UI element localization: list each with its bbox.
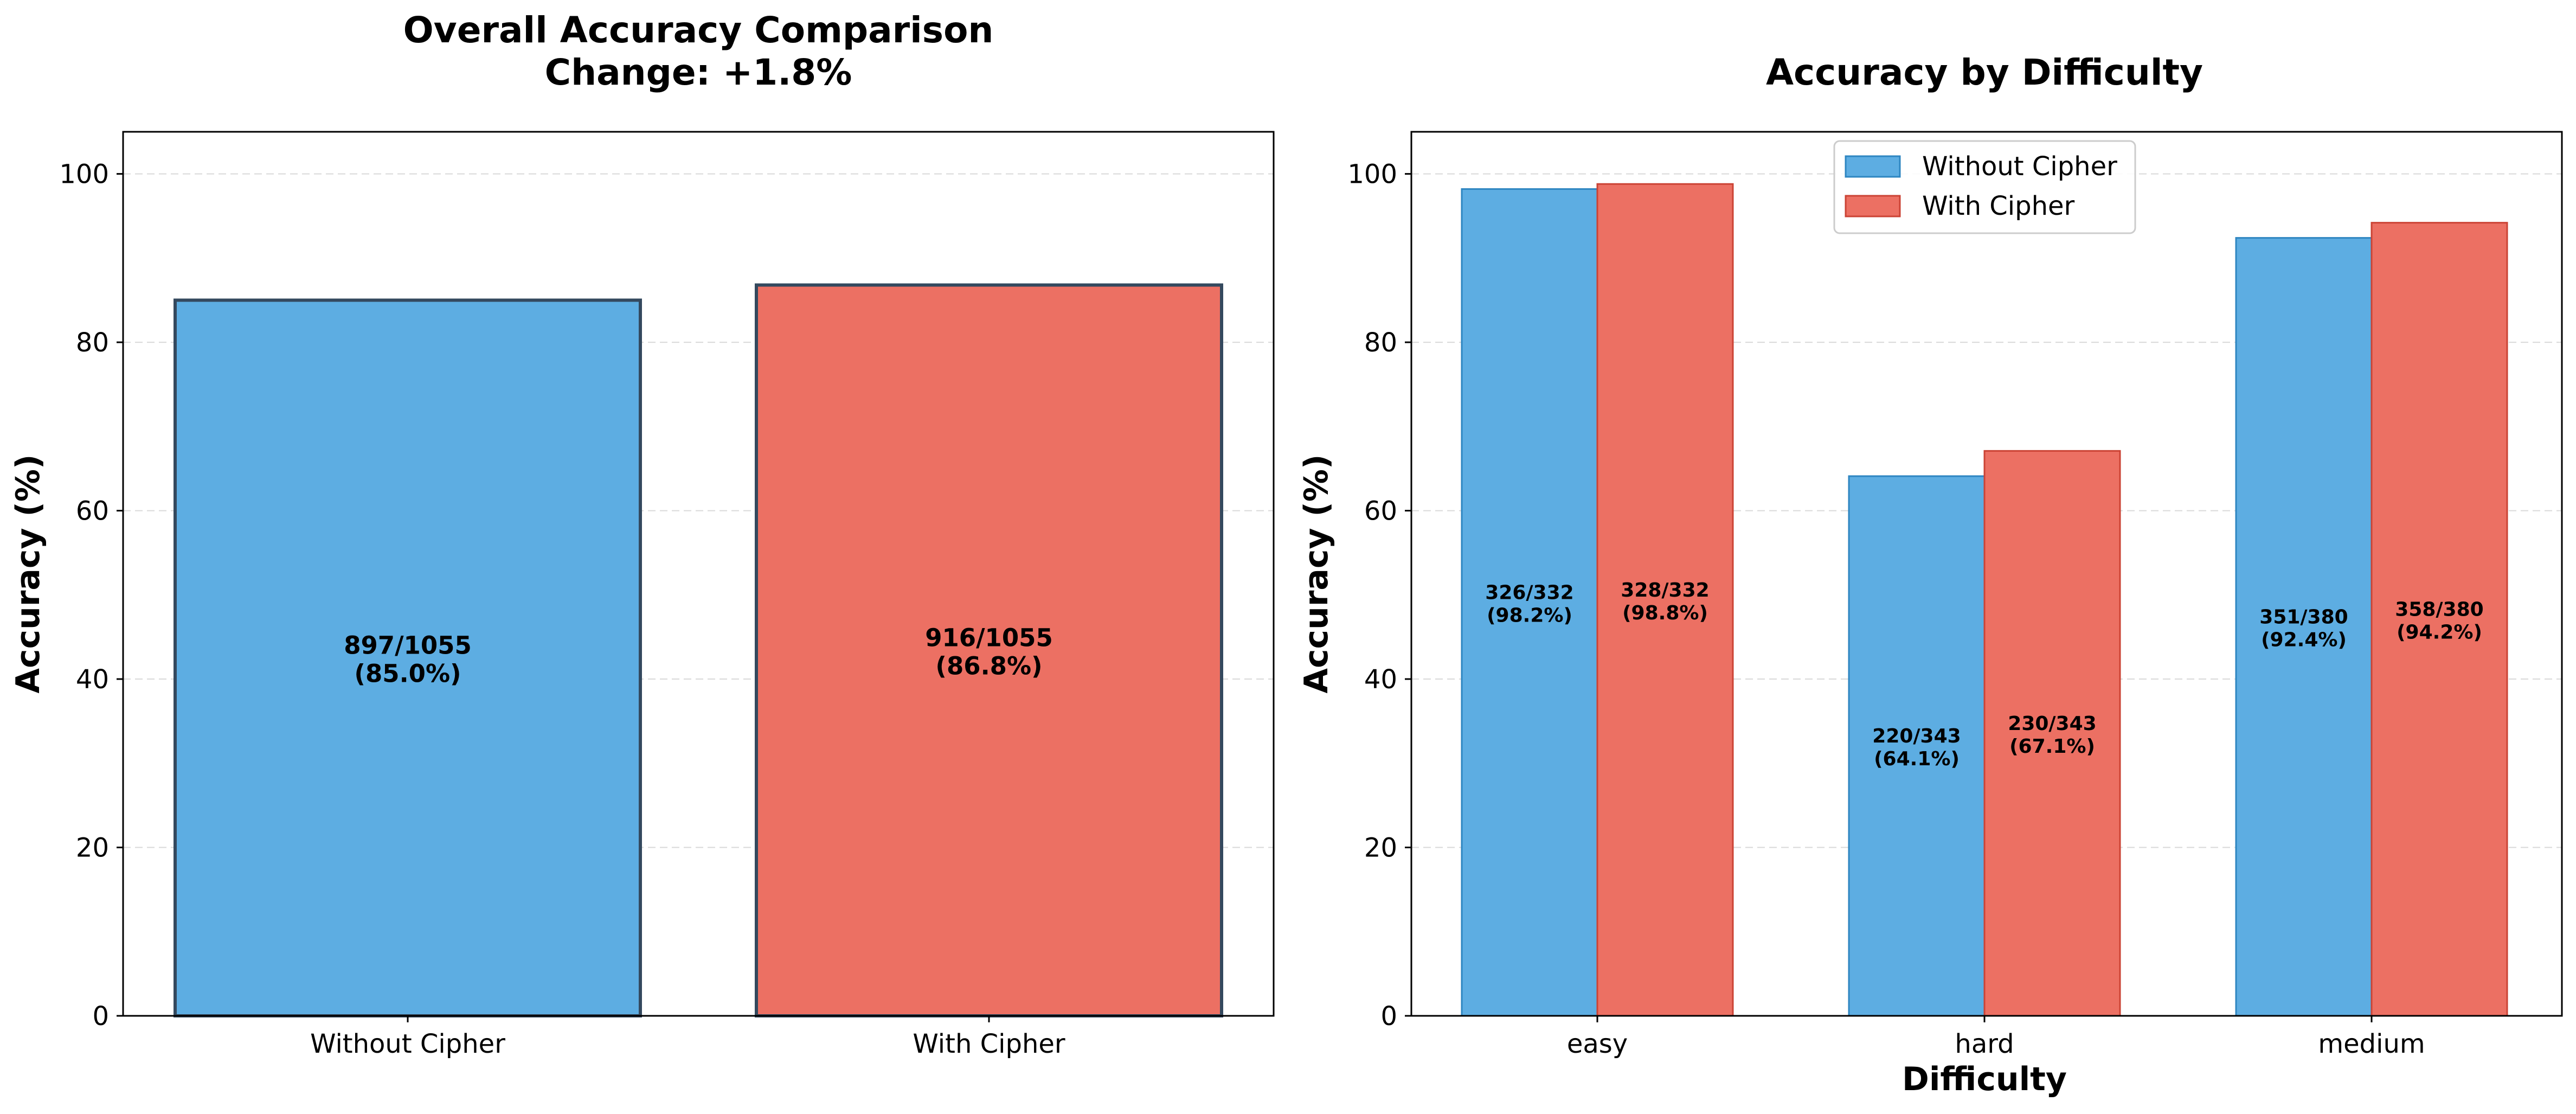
overall-y-tick-label: 60 bbox=[76, 496, 109, 527]
bar-medium-with-cipher bbox=[2371, 222, 2508, 1017]
bar-easy-without-cipher bbox=[1461, 188, 1598, 1017]
data-label-overall-without-cipher: 897/1055 (85.0%) bbox=[344, 631, 472, 688]
legend-box bbox=[1833, 140, 2136, 234]
difficulty-legend: Without Cipher With Cipher bbox=[1833, 140, 2136, 234]
legend-label-with-cipher: With Cipher bbox=[1922, 191, 2075, 221]
overall-plot-frame bbox=[122, 131, 1275, 1017]
difficulty-x-axis-label: Difficulty bbox=[1902, 1060, 2067, 1098]
overall-y-ticks: 0 20 40 60 80 100 bbox=[59, 159, 123, 1032]
difficulty-x-tick-label: medium bbox=[2318, 1029, 2425, 1059]
overall-chart-subtitle: Change: +1.8% bbox=[545, 52, 852, 93]
difficulty-y-tick-label: 100 bbox=[1347, 159, 1397, 190]
overall-y-tick-label: 80 bbox=[76, 328, 109, 358]
overall-bars bbox=[174, 283, 1223, 1017]
data-label-hard-without-cipher: 220/343 (64.1%) bbox=[1872, 725, 1961, 770]
overall-y-axis-label: Accuracy (%) bbox=[9, 454, 47, 694]
bar-hard-without-cipher bbox=[1848, 475, 1986, 1017]
accuracy-by-difficulty-chart: Accuracy by Difficulty 326/332 (98.2%) 328… bbox=[1297, 52, 2563, 1098]
difficulty-data-labels: 326/332 (98.2%) 328/332 (98.8%) 220/343 (64.1… bbox=[1485, 579, 2483, 770]
overall-y-tick-label: 0 bbox=[92, 1001, 109, 1032]
overall-y-tick-label: 40 bbox=[76, 664, 109, 695]
overall-y-tick-label: 20 bbox=[76, 833, 109, 863]
difficulty-y-tick-label: 40 bbox=[1364, 664, 1397, 695]
bar-medium-without-cipher bbox=[2235, 237, 2373, 1017]
difficulty-y-axis-label: Accuracy (%) bbox=[1297, 454, 1335, 694]
legend-swatch-without-cipher bbox=[1845, 155, 1901, 178]
difficulty-y-tick-label: 80 bbox=[1364, 328, 1397, 358]
bar-hard-with-cipher bbox=[1983, 450, 2121, 1017]
data-label-medium-without-cipher: 351/380 (92.4%) bbox=[2259, 606, 2348, 651]
overall-x-ticks: Without Cipher With Cipher bbox=[310, 1016, 1065, 1059]
data-label-overall-with-cipher: 916/1055 (86.8%) bbox=[925, 623, 1053, 680]
difficulty-x-ticks: easy hard medium bbox=[1567, 1016, 2425, 1059]
overall-chart-title: Overall Accuracy Comparison bbox=[403, 9, 994, 51]
overall-x-tick-label: With Cipher bbox=[913, 1029, 1065, 1059]
overall-accuracy-chart: Overall Accuracy Comparison Change: +1.8… bbox=[9, 9, 1275, 1059]
legend-label-without-cipher: Without Cipher bbox=[1922, 151, 2117, 182]
legend-swatch-with-cipher bbox=[1845, 195, 1901, 217]
data-label-easy-without-cipher: 326/332 (98.2%) bbox=[1485, 581, 1573, 626]
data-label-hard-with-cipher: 230/343 (67.1%) bbox=[2008, 713, 2096, 758]
difficulty-x-tick-label: hard bbox=[1955, 1029, 2014, 1059]
bar-overall-without-cipher bbox=[174, 298, 642, 1017]
difficulty-y-tick-label: 20 bbox=[1364, 833, 1397, 863]
data-label-easy-with-cipher: 328/332 (98.8%) bbox=[1621, 579, 1709, 624]
difficulty-y-ticks: 0 20 40 60 80 100 bbox=[1347, 159, 1411, 1032]
difficulty-bars bbox=[1461, 183, 2508, 1017]
bar-overall-with-cipher bbox=[755, 283, 1223, 1017]
overall-x-tick-label: Without Cipher bbox=[310, 1029, 505, 1059]
overall-y-tick-label: 100 bbox=[59, 159, 109, 190]
difficulty-chart-title: Accuracy by Difficulty bbox=[1766, 52, 2203, 93]
difficulty-plot-frame bbox=[1410, 131, 2563, 1017]
difficulty-y-tick-label: 60 bbox=[1364, 496, 1397, 527]
difficulty-x-tick-label: easy bbox=[1567, 1029, 1628, 1059]
difficulty-y-tick-label: 0 bbox=[1380, 1001, 1397, 1032]
data-label-medium-with-cipher: 358/380 (94.2%) bbox=[2395, 599, 2483, 644]
overall-data-labels: 897/1055 (85.0%) 916/1055 (86.8%) bbox=[344, 623, 1053, 688]
